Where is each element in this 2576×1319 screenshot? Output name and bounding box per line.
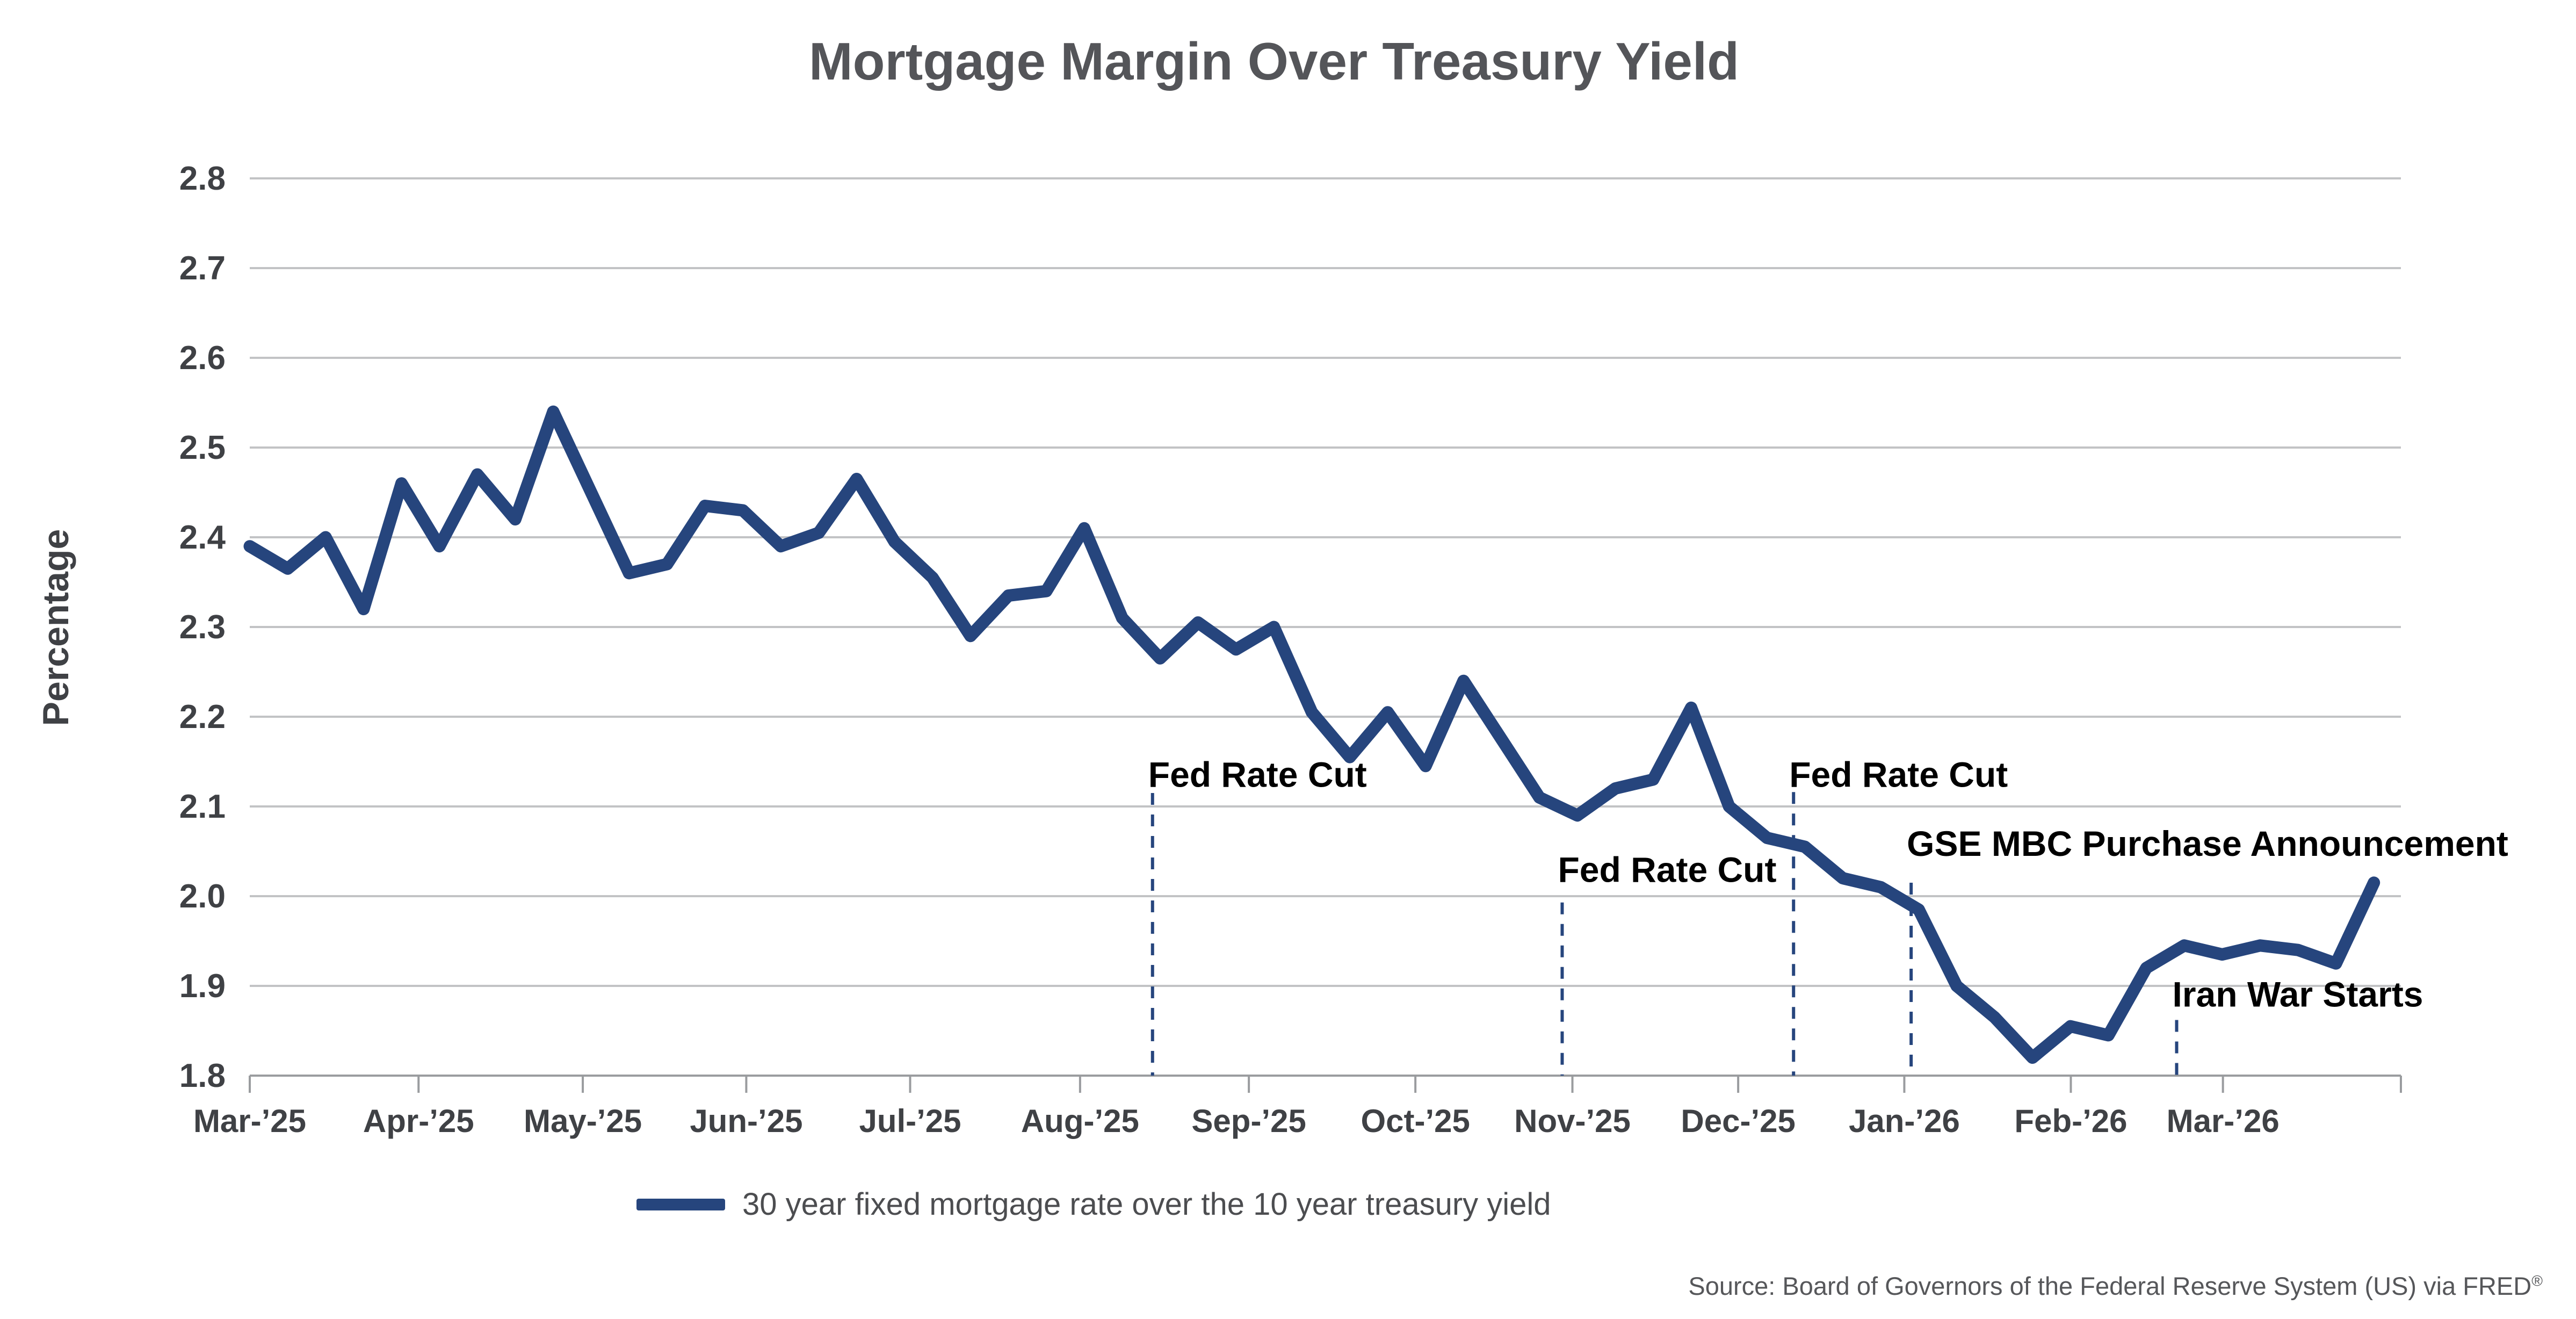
x-tick-label: Feb-’26 — [2014, 1103, 2127, 1139]
annotation-label: Fed Rate Cut — [1148, 755, 1367, 795]
y-tick-label: 2.8 — [179, 160, 226, 197]
source-text: Source: Board of Governors of the Federa… — [1688, 1272, 2532, 1300]
x-tick-label: Mar-’26 — [2167, 1103, 2280, 1139]
annotation-label: Iran War Starts — [2172, 975, 2423, 1014]
annotation-label: Fed Rate Cut — [1789, 755, 2008, 795]
x-tick-label: Dec-’25 — [1681, 1103, 1795, 1139]
x-tick-label: Sep-’25 — [1191, 1103, 1306, 1139]
annotation-label: GSE MBC Purchase Announcement — [1907, 824, 2508, 863]
x-tick-label: Jan-’26 — [1849, 1103, 1960, 1139]
x-tick-label: Mar-’25 — [193, 1103, 306, 1139]
y-tick-label: 1.9 — [179, 968, 226, 1005]
x-tick-label: May-’25 — [524, 1103, 642, 1139]
y-tick-label: 2.6 — [179, 340, 226, 377]
registered-mark: ® — [2531, 1272, 2543, 1289]
annotation-label: Fed Rate Cut — [1558, 850, 1776, 890]
y-tick-label: 2.3 — [179, 609, 226, 646]
chart-title: Mortgage Margin Over Treasury Yield — [809, 32, 1739, 91]
x-tick-label: Apr-’25 — [363, 1103, 474, 1139]
y-tick-label: 2.4 — [179, 519, 226, 556]
x-tick-label: Jun-’25 — [690, 1103, 802, 1139]
y-tick-label: 2.1 — [179, 788, 226, 825]
legend: 30 year fixed mortgage rate over the 10 … — [636, 1186, 1551, 1222]
legend-line-swatch — [636, 1198, 725, 1210]
legend-label: 30 year fixed mortgage rate over the 10 … — [742, 1187, 1551, 1222]
x-tick-label: Aug-’25 — [1021, 1103, 1139, 1139]
source-note: Source: Board of Governors of the Federa… — [1688, 1271, 2543, 1301]
y-tick-label: 2.0 — [179, 878, 226, 915]
y-tick-label: 2.5 — [179, 429, 226, 466]
series-line — [243, 405, 2380, 1064]
x-tick-label: Nov-’25 — [1514, 1103, 1631, 1139]
x-tick-label: Oct-’25 — [1361, 1103, 1470, 1139]
x-tick-label: Jul-’25 — [859, 1103, 961, 1139]
y-tick-label: 2.7 — [179, 250, 226, 287]
y-tick-label: 1.8 — [179, 1057, 226, 1094]
y-tick-label: 2.2 — [179, 698, 226, 736]
